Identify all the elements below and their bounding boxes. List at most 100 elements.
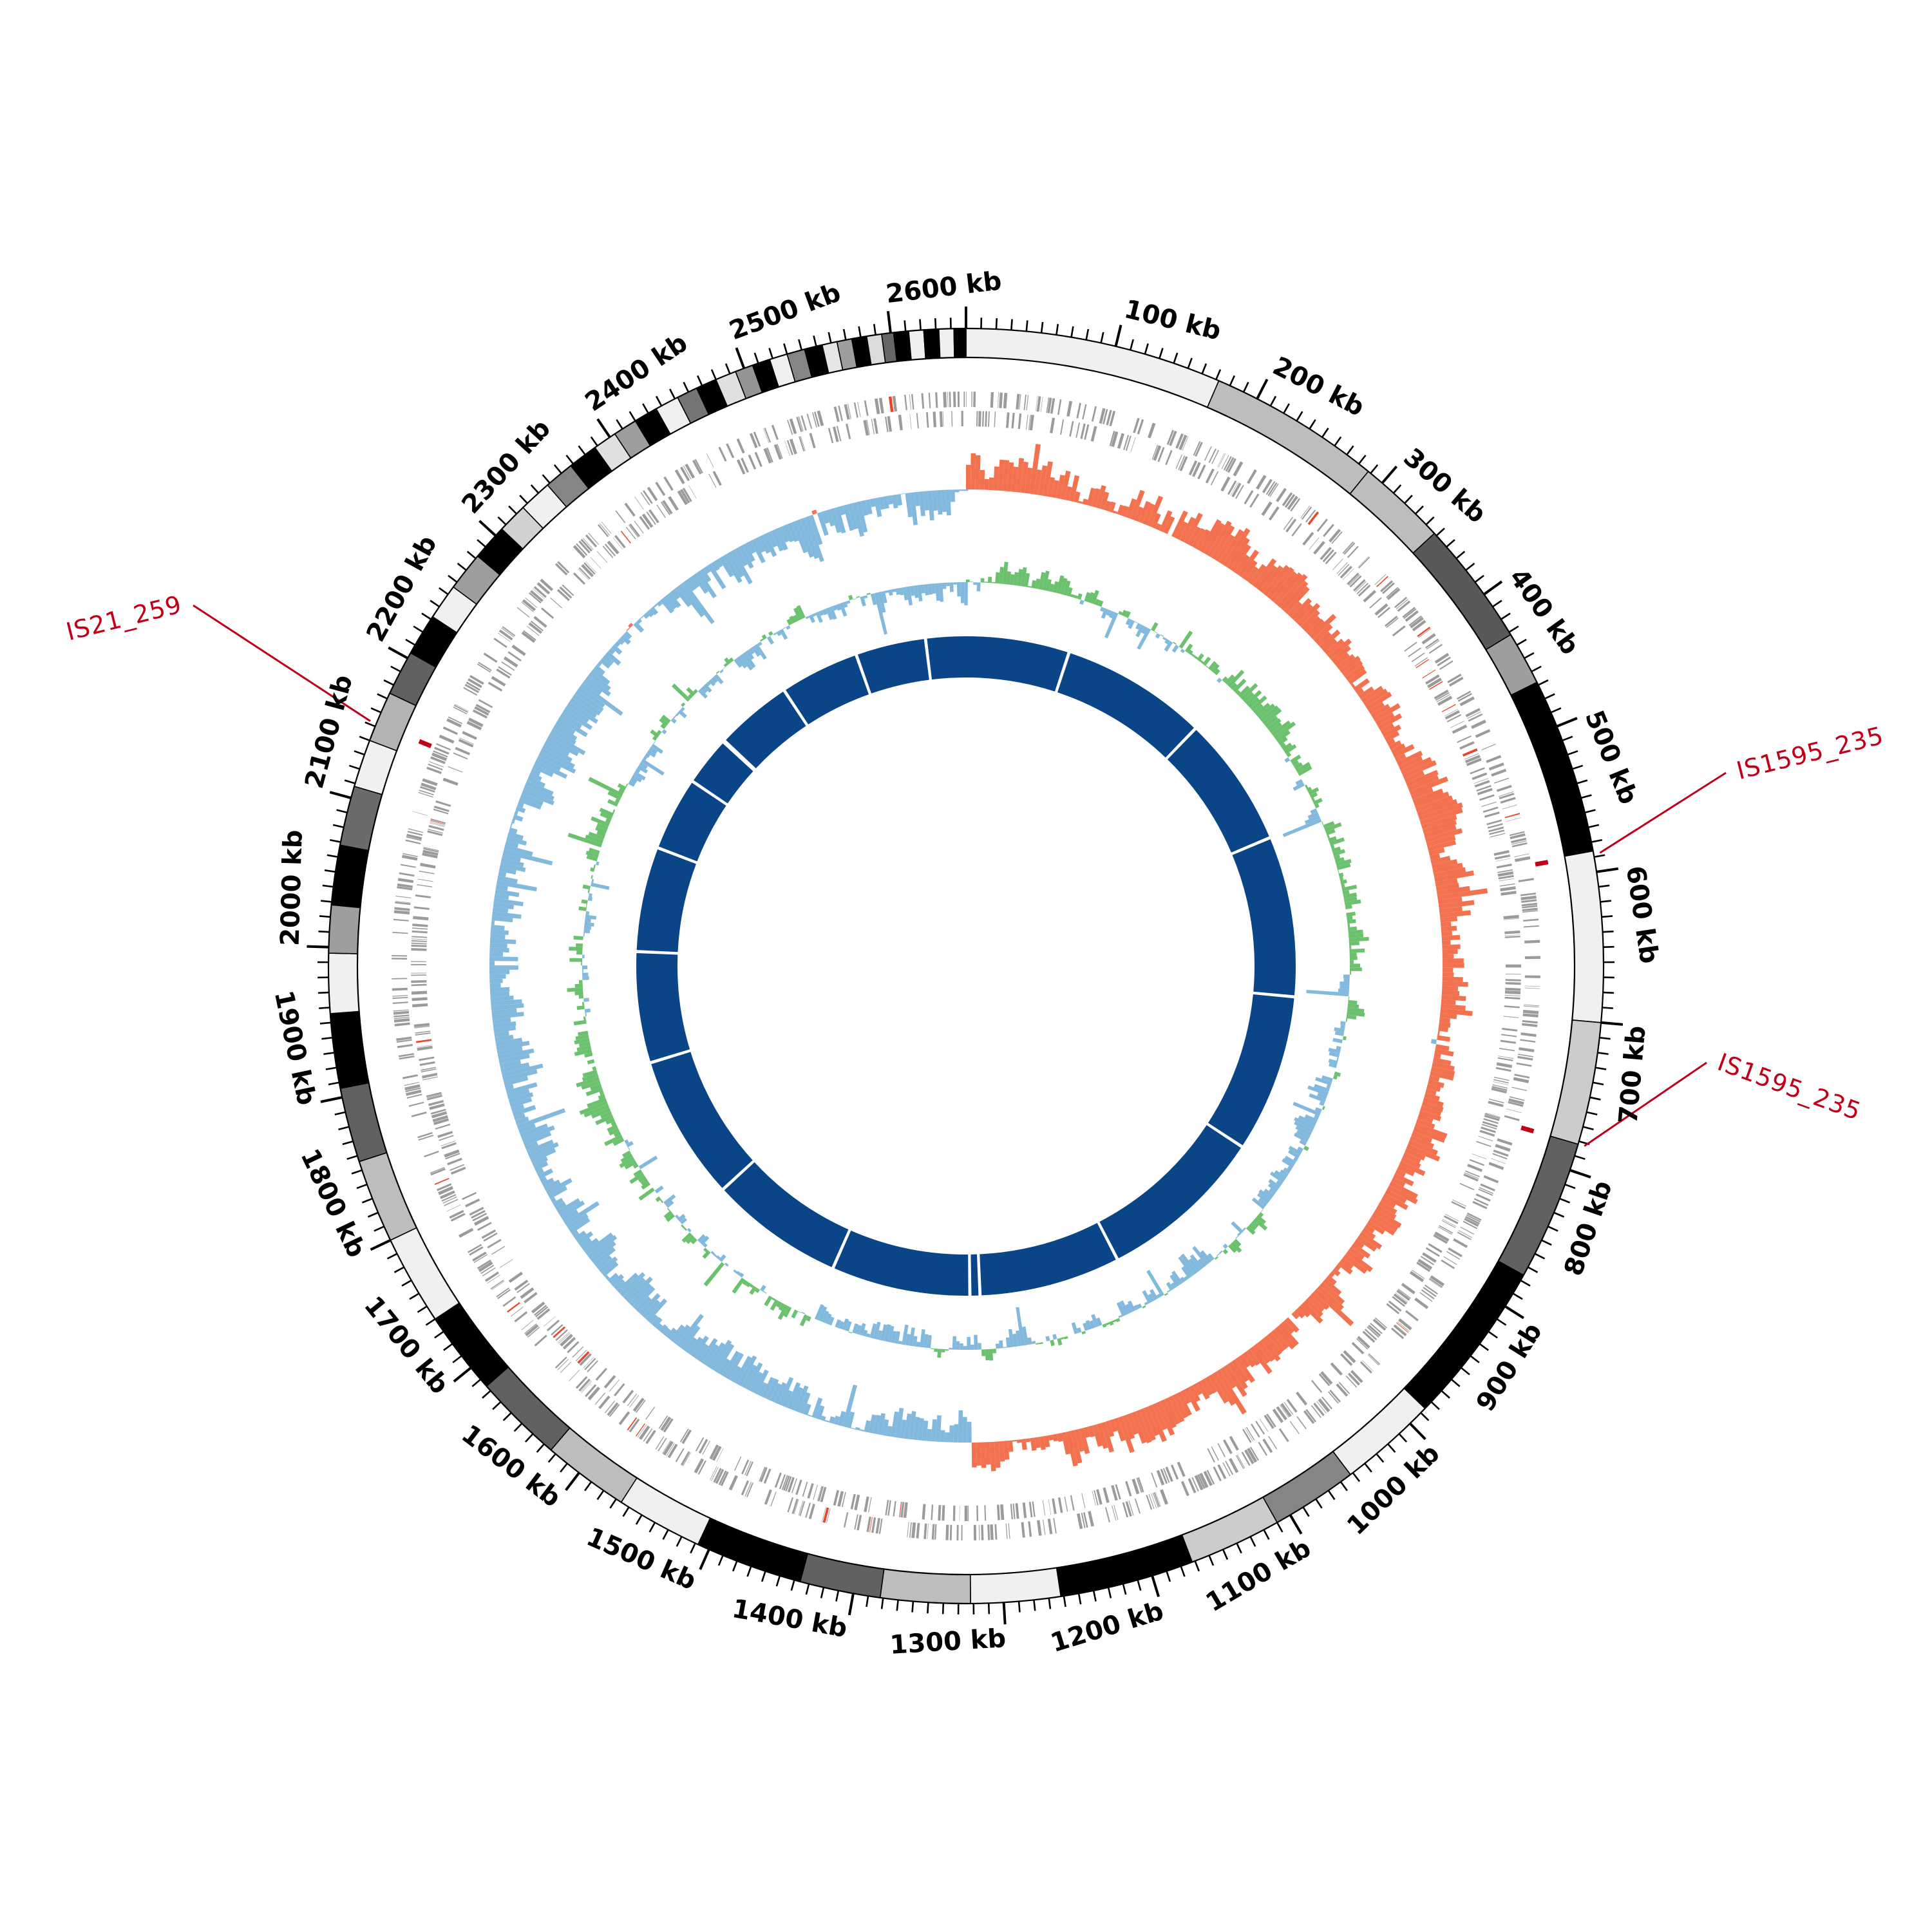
axis-minor-tick [669,388,676,399]
gc-skew-negative-bin [562,708,593,730]
gc-content-negative-bin [631,774,642,782]
gc-skew-positive-bin [1204,1376,1218,1394]
gene-feature-highlight [822,1507,829,1523]
gene-feature [1348,574,1360,586]
gene-feature [1393,1324,1407,1336]
gc-content-positive-bin [1213,668,1220,676]
gene-feature [477,663,491,673]
gene-feature [615,510,626,524]
gc-skew-negative-bin [498,1048,535,1060]
gene-feature [1374,574,1387,585]
gc-content-negative-bin [898,1340,902,1345]
gene-feature [1362,1360,1374,1372]
gene-feature [454,704,469,712]
gc-skew-negative-bin [666,1327,677,1340]
gc-content-negative-bin [710,1251,715,1255]
gc-skew-negative-bin [649,606,659,616]
axis-minor-tick [813,335,817,347]
gene-feature [967,1505,969,1521]
gc-skew-positive-bin [1434,1053,1441,1059]
gc-content-negative-bin [1338,989,1349,993]
gc-content-negative-bin [891,1331,897,1343]
gene-feature [629,524,639,538]
gene-feature [1472,1200,1488,1209]
axis-major-tick [370,1238,392,1251]
gc-content-positive-bin [984,582,988,583]
gc-skew-negative-bin [636,618,643,625]
gene-feature [576,543,588,556]
gene-feature [1347,545,1359,558]
gene-feature [1446,714,1462,723]
gene-feature [1070,1495,1075,1511]
axis-minor-tick [1441,1390,1450,1399]
axis-minor-tick [805,1584,810,1595]
gene-feature [1191,1477,1199,1492]
gc-content-negative-bin [1133,1304,1139,1311]
gc-content-negative-bin [1184,1276,1189,1281]
gc-skew-positive-bin [1376,1205,1397,1220]
gc-skew-positive-bin [1432,1057,1452,1066]
axis-minor-tick [1370,464,1379,474]
gene-feature [1241,1452,1251,1466]
gc-skew-positive-bin [1378,713,1403,730]
gene-feature [496,1287,509,1298]
gc-skew-positive-bin [1264,1334,1282,1356]
gene-feature [1300,506,1311,518]
gc-skew-negative-bin [721,1350,740,1378]
gene-feature [1350,1370,1363,1383]
gc-skew-negative-bin [821,510,829,524]
gc-skew-negative-bin [688,576,700,589]
gc-skew-positive-bin [1195,529,1211,551]
gene-feature [1457,693,1472,702]
gene-feature [836,426,842,442]
gc-skew-positive-bin [1016,1439,1022,1443]
gene-feature [1411,652,1425,663]
gene-feature [1265,481,1276,495]
karyotype-band [938,328,955,359]
gc-skew-positive-bin [1086,488,1096,506]
gene-feature [444,1198,459,1206]
gene-feature [1428,1243,1443,1253]
gene-feature [697,1460,706,1475]
gc-content-positive-bin [1309,791,1318,799]
gene-feature [809,433,816,449]
gc-content-positive-bin [1084,592,1091,602]
gc-content-negative-bin [1162,636,1167,641]
gene-feature [643,1428,653,1442]
gc-skew-negative-bin [490,995,514,1002]
gc-content-positive-bin [1280,742,1286,748]
gc-skew-negative-bin [522,789,554,806]
gc-content-positive-bin [866,592,871,596]
gc-content-positive-bin [1348,929,1363,935]
gene-feature [411,983,427,987]
gc-skew-positive-bin [1253,1343,1271,1364]
gc-skew-positive-bin [1028,444,1041,495]
gc-content-positive-bin [1211,663,1220,673]
gc-content-negative-bin [1332,1037,1343,1043]
gc-skew-negative-bin [632,1286,656,1310]
gc-skew-positive-bin [1384,730,1400,742]
gene-feature [421,782,437,791]
gc-skew-negative-bin [613,1278,625,1291]
gc-content-negative-bin [776,630,782,636]
gc-skew-positive-bin [1051,480,1059,498]
gene-feature [1225,457,1235,472]
axis-minor-tick [1309,419,1316,430]
gene-feature [1179,435,1188,450]
gene-feature [488,681,503,692]
gene-feature [985,411,987,427]
gc-skew-positive-bin [1439,1012,1457,1019]
gene-feature [1405,610,1419,622]
gc-content-negative-bin [745,649,755,660]
gc-content-negative-bin [906,586,913,606]
gc-skew-positive-bin [1325,1274,1337,1285]
gene-feature [1499,793,1515,800]
gc-content-negative-bin [974,1334,978,1350]
gc-content-positive-bin [1273,721,1296,739]
contig-block [651,1052,753,1188]
gc-skew-positive-bin [966,464,971,490]
gene-feature [468,717,484,728]
gc-skew-positive-bin [1034,1437,1041,1448]
gc-content-negative-bin [1083,1322,1089,1331]
gc-skew-positive-bin [1241,560,1258,580]
